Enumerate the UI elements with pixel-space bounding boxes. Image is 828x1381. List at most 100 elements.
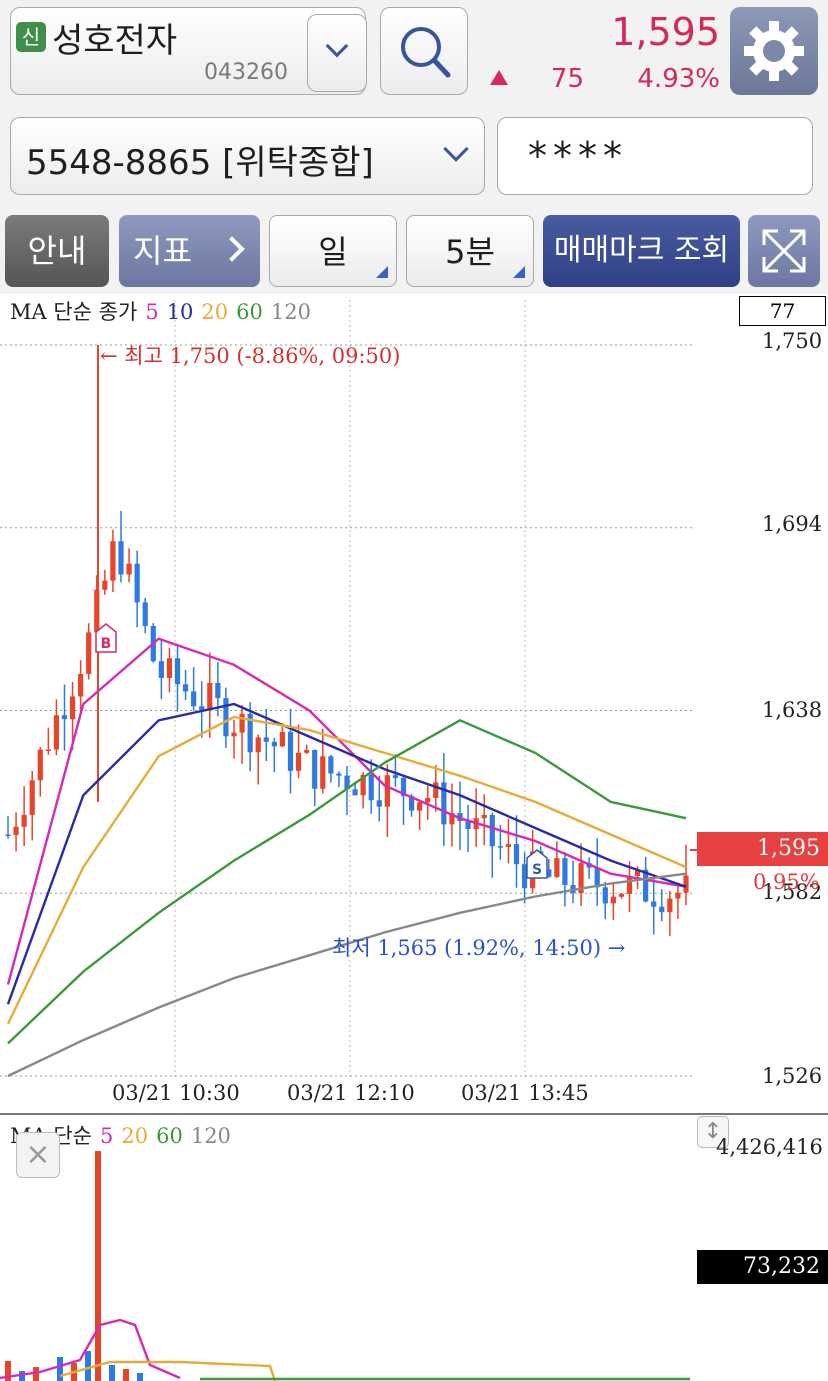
settings-button[interactable] [730, 7, 818, 95]
trade-mark-button[interactable]: 매매마크 조회 [543, 215, 740, 287]
y-tick-label: 1,638 [762, 698, 823, 722]
stock-name: 성호전자 [52, 21, 178, 61]
candle-body [368, 774, 374, 801]
indicator-value-box: 77 [739, 296, 826, 326]
y-tick-label: 1,526 [762, 1064, 823, 1088]
period-select[interactable]: 일 [269, 215, 397, 287]
trade-markers: BS [95, 623, 548, 879]
svg-text:S: S [532, 862, 542, 878]
candle-body [239, 713, 245, 733]
stock-selector[interactable] [10, 7, 366, 95]
x-tick-label: 03/21 12:10 [287, 1081, 415, 1105]
ma-line-10 [6, 702, 687, 1005]
candle-body [45, 749, 51, 751]
candle-body [182, 684, 189, 692]
current-price-pct: 0.95% [753, 870, 820, 894]
candle-body [37, 749, 43, 781]
candle-body [360, 774, 366, 796]
candle-body [142, 602, 148, 627]
candle-body [400, 777, 407, 797]
expand-icon [762, 229, 806, 273]
ma-lines [6, 637, 697, 1078]
candle-body [384, 775, 390, 807]
candle-body [408, 796, 415, 811]
dropdown-corner-icon [376, 266, 388, 278]
stock-dropdown-button[interactable] [307, 14, 367, 92]
fullscreen-button[interactable] [748, 215, 820, 287]
ma-line-20 [6, 715, 687, 1025]
up-arrow-icon [490, 70, 508, 85]
candle-body [69, 696, 76, 720]
candle-body [320, 756, 326, 789]
interval-label: 5분 [445, 233, 495, 271]
candle-body [618, 893, 625, 897]
candle-body [667, 898, 673, 913]
interval-select[interactable]: 5분 [406, 215, 534, 287]
volume-legend-5: 5 [99, 1124, 114, 1148]
candle-body [651, 901, 657, 907]
chevron-right-icon [219, 236, 245, 262]
password-mask: **** [528, 134, 628, 178]
candle-body [304, 750, 310, 753]
ma-legend-60: 60 [236, 300, 263, 324]
volume-chart[interactable] [0, 1115, 828, 1381]
candle-body [223, 698, 229, 737]
volume-legend-60: 60 [156, 1124, 183, 1148]
candle-body [287, 731, 294, 771]
low-annotation: 최저 1,565 (1.92%, 14:50) → [332, 936, 626, 960]
current-price: 1,595 [611, 10, 720, 54]
candle-body [158, 661, 164, 678]
volume-bar [95, 1151, 101, 1381]
resize-handle-icon[interactable]: ↕ [697, 1116, 729, 1148]
volume-bars [5, 1151, 143, 1381]
ma-line-120 [7, 872, 687, 1078]
volume-bar [85, 1351, 91, 1381]
candle-body [21, 814, 27, 827]
candle-body [13, 826, 19, 835]
candle-body [78, 673, 84, 697]
candle-body [336, 773, 342, 776]
volume-bar [109, 1365, 115, 1381]
candle-body [231, 732, 237, 737]
close-icon[interactable]: × [16, 1132, 60, 1178]
search-button[interactable] [380, 7, 468, 95]
candle-body [118, 541, 124, 575]
volume-ma-lines [0, 1318, 690, 1381]
price-chart[interactable]: BS [0, 294, 828, 1112]
candle-body [207, 682, 213, 710]
indicator-button[interactable]: 지표 [119, 215, 260, 287]
candle-body [29, 780, 35, 815]
y-tick-label: 1,694 [762, 512, 823, 536]
candle-body [425, 797, 431, 803]
candle-body [433, 782, 439, 798]
candle-body [86, 632, 92, 674]
chart-grid [0, 300, 695, 1080]
candle-body [102, 580, 108, 590]
candle-body [392, 775, 399, 778]
volume-bar [57, 1357, 63, 1381]
candle-body [255, 737, 261, 753]
buy-marker: B [95, 623, 117, 653]
candle-body [376, 800, 382, 807]
ma-line-60 [7, 718, 687, 1045]
candle-body [215, 682, 221, 699]
candle-body [263, 737, 269, 742]
account-selector[interactable] [10, 117, 485, 195]
svg-text:B: B [101, 636, 112, 652]
stock-code: 043260 [204, 60, 288, 85]
volume-ma-20 [59, 1360, 277, 1381]
password-field[interactable] [497, 117, 813, 195]
candle-body [166, 658, 173, 678]
volume-bar [19, 1371, 25, 1381]
volume-bar [33, 1367, 39, 1381]
candle-body [5, 834, 11, 837]
candle-body [643, 869, 649, 902]
period-label: 일 [318, 233, 348, 271]
info-button[interactable]: 안내 [5, 215, 109, 287]
candle-body [134, 563, 140, 603]
x-tick-label: 03/21 10:30 [112, 1081, 240, 1105]
candle-body [126, 563, 132, 575]
candle-body [94, 589, 100, 633]
ma-legend-120: 120 [270, 300, 311, 324]
candle-body [271, 741, 277, 747]
